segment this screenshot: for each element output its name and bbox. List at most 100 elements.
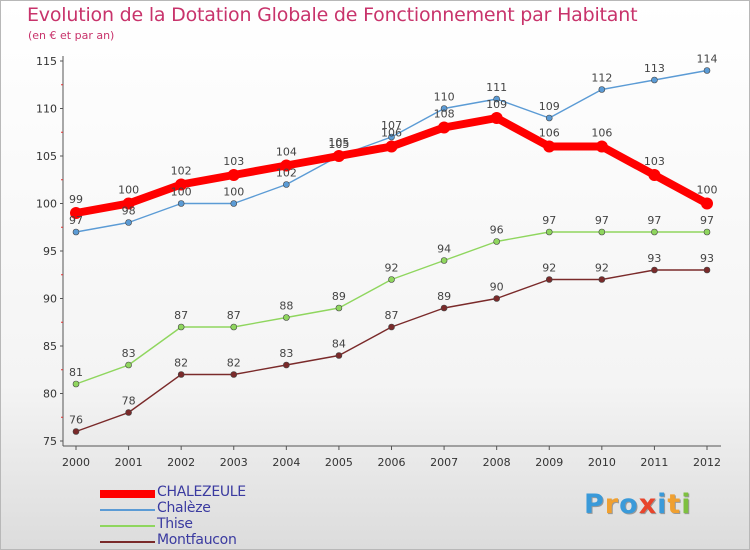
y-tick-label: 80 bbox=[43, 388, 57, 401]
data-point bbox=[438, 121, 451, 134]
data-point bbox=[177, 200, 185, 207]
data-label: 88 bbox=[279, 300, 293, 313]
data-point bbox=[72, 428, 80, 435]
data-point bbox=[493, 95, 500, 103]
data-point bbox=[493, 295, 500, 302]
data-label: 103 bbox=[223, 155, 244, 168]
data-point bbox=[703, 266, 711, 274]
data-point bbox=[230, 200, 238, 207]
legend-label: Montfaucon bbox=[157, 532, 237, 548]
data-label: 87 bbox=[174, 309, 188, 322]
legend-swatch bbox=[100, 509, 155, 511]
data-label: 102 bbox=[171, 165, 192, 178]
data-label: 106 bbox=[381, 127, 402, 140]
data-point bbox=[703, 228, 711, 236]
data-label: 98 bbox=[122, 205, 136, 218]
data-point bbox=[493, 238, 500, 245]
data-label: 99 bbox=[69, 193, 83, 206]
data-label: 110 bbox=[434, 91, 455, 104]
data-label: 93 bbox=[700, 252, 714, 265]
data-label: 100 bbox=[118, 184, 139, 197]
data-point bbox=[598, 86, 606, 93]
data-label: 114 bbox=[697, 53, 718, 66]
data-label: 97 bbox=[69, 214, 83, 227]
data-label: 81 bbox=[69, 366, 83, 379]
data-point bbox=[651, 228, 658, 236]
x-tick-label: 2007 bbox=[430, 456, 458, 469]
data-label: 112 bbox=[591, 72, 612, 85]
data-label: 94 bbox=[437, 243, 451, 256]
data-point bbox=[177, 371, 185, 378]
data-label: 76 bbox=[69, 414, 83, 427]
data-point bbox=[70, 207, 82, 219]
data-label: 102 bbox=[276, 167, 297, 180]
data-point bbox=[701, 197, 713, 210]
data-point bbox=[332, 150, 345, 162]
y-tick-label: 85 bbox=[43, 340, 57, 353]
legend-label: CHALEZEULE bbox=[157, 484, 246, 500]
data-label: 82 bbox=[227, 357, 241, 370]
data-point bbox=[595, 140, 608, 153]
y-tick-label: 105 bbox=[36, 150, 57, 163]
data-label: 93 bbox=[647, 252, 661, 265]
data-point bbox=[703, 67, 711, 74]
data-label: 97 bbox=[542, 214, 556, 227]
x-tick-label: 2012 bbox=[693, 456, 721, 469]
data-label: 105 bbox=[328, 136, 349, 149]
data-label: 89 bbox=[437, 290, 451, 303]
y-tick-label: 110 bbox=[36, 103, 57, 116]
data-point bbox=[125, 409, 132, 416]
legend-swatch bbox=[100, 541, 155, 543]
legend-label: Thise bbox=[157, 516, 193, 532]
data-point bbox=[335, 352, 343, 359]
data-label: 107 bbox=[381, 119, 402, 132]
proxiti-logo: Proxiti bbox=[584, 489, 692, 520]
data-point bbox=[490, 112, 503, 124]
data-point bbox=[545, 228, 553, 236]
data-point bbox=[175, 178, 188, 191]
data-label: 89 bbox=[332, 290, 346, 303]
series-line-montfaucon bbox=[75, 269, 707, 433]
chart-subtitle: (en € et par an) bbox=[28, 29, 115, 42]
data-label: 100 bbox=[223, 186, 244, 199]
data-point bbox=[545, 276, 553, 283]
data-label: 78 bbox=[122, 395, 136, 408]
data-label: 82 bbox=[174, 357, 188, 370]
y-tick-label: 90 bbox=[43, 293, 57, 306]
data-label: 83 bbox=[122, 347, 136, 360]
data-point bbox=[230, 371, 238, 378]
data-label: 104 bbox=[276, 146, 297, 159]
data-point bbox=[545, 114, 553, 122]
chart-title: Evolution de la Dotation Globale de Fonc… bbox=[27, 4, 638, 26]
data-point bbox=[598, 228, 606, 236]
data-point bbox=[440, 304, 448, 312]
x-tick-label: 2002 bbox=[167, 456, 195, 469]
data-point bbox=[543, 140, 556, 153]
x-tick-label: 2011 bbox=[640, 456, 668, 469]
data-label: 87 bbox=[227, 309, 241, 322]
data-label: 100 bbox=[171, 186, 192, 199]
data-label: 111 bbox=[486, 81, 507, 94]
logo-letter: o bbox=[619, 489, 639, 520]
y-tick-label: 75 bbox=[43, 435, 57, 448]
data-label: 92 bbox=[595, 262, 609, 275]
data-point bbox=[283, 181, 290, 188]
data-label: 113 bbox=[644, 62, 665, 75]
data-point bbox=[651, 266, 658, 274]
data-label: 96 bbox=[490, 224, 504, 237]
x-tick-label: 2000 bbox=[62, 456, 90, 469]
data-label: 106 bbox=[591, 127, 612, 140]
data-label: 109 bbox=[486, 98, 507, 111]
data-label: 109 bbox=[539, 100, 560, 113]
data-label: 97 bbox=[700, 214, 714, 227]
data-point bbox=[122, 197, 135, 210]
logo-letter: x bbox=[638, 489, 658, 520]
data-label: 87 bbox=[385, 309, 399, 322]
data-point bbox=[648, 169, 661, 181]
data-label: 105 bbox=[328, 138, 349, 151]
data-label: 100 bbox=[697, 184, 718, 197]
data-label: 97 bbox=[647, 214, 661, 227]
data-point bbox=[125, 361, 132, 369]
x-tick-label: 2006 bbox=[378, 456, 406, 469]
data-point bbox=[72, 228, 80, 236]
